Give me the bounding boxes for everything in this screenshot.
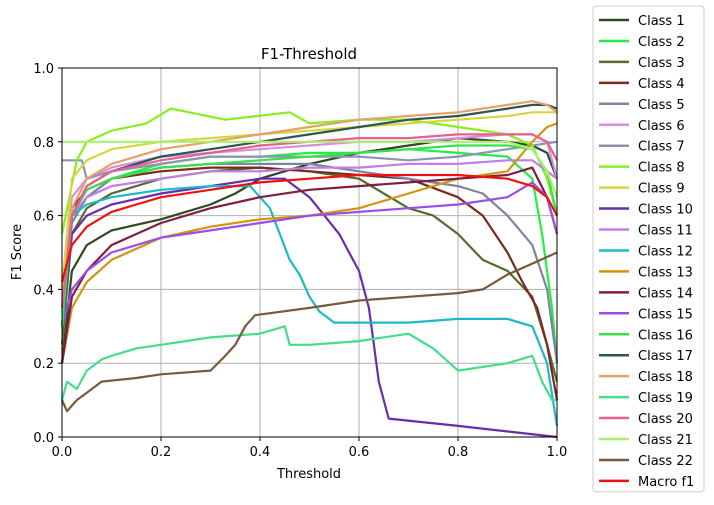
series-line-13 — [60, 122, 558, 364]
legend-label: Class 16 — [638, 328, 693, 343]
y-tick-label: 0.4 — [33, 283, 54, 298]
x-tick-label: 1.0 — [547, 445, 568, 460]
legend-label: Class 10 — [638, 203, 693, 218]
legend-label: Class 7 — [638, 140, 685, 155]
series-line-9 — [60, 111, 557, 290]
series-line-14 — [60, 166, 559, 364]
x-axis-title: Threshold — [276, 467, 341, 482]
x-tick-label: 0.2 — [151, 445, 172, 460]
y-tick-label: 0.0 — [33, 431, 54, 446]
legend-box — [592, 5, 705, 493]
legend-label: Class 2 — [638, 35, 685, 50]
x-tick-label: 0.6 — [349, 445, 370, 460]
series-line-19 — [60, 325, 557, 402]
series-line-21 — [62, 140, 559, 198]
y-tick-label: 0.6 — [33, 210, 54, 225]
series-lines — [60, 100, 559, 439]
series-line-12 — [60, 185, 559, 427]
legend-label: Class 22 — [638, 454, 693, 469]
series-line-22 — [60, 251, 558, 413]
series-line-11 — [60, 159, 558, 309]
series-line-1 — [60, 137, 559, 364]
legend-label: Class 5 — [638, 98, 685, 113]
chart-title: F1-Threshold — [261, 45, 357, 63]
x-tick-label: 0.8 — [448, 445, 469, 460]
y-tick-label: 0.2 — [33, 357, 54, 372]
y-tick-label: 1.0 — [33, 62, 54, 77]
x-tick-label: 0.4 — [250, 445, 271, 460]
series-line-18 — [60, 100, 558, 309]
legend-label: Class 1 — [638, 14, 685, 29]
plot-frame — [61, 67, 558, 438]
series-line-4 — [60, 166, 559, 401]
y-tick-label: 0.8 — [33, 136, 54, 151]
series-line-20 — [60, 133, 558, 309]
legend-label: Class 17 — [638, 349, 693, 364]
legend-label: Class 6 — [638, 119, 685, 134]
series-line-16 — [60, 144, 559, 327]
legend-label: Class 13 — [638, 265, 693, 280]
series-line-10 — [60, 177, 558, 439]
legend-label: Class 9 — [638, 182, 685, 197]
legend-label: Class 3 — [638, 56, 685, 71]
legend-label: Class 21 — [638, 433, 693, 448]
y-axis-title: F1 Score — [10, 224, 25, 280]
legend-label: Class 19 — [638, 391, 693, 406]
legend-label: Class 11 — [638, 224, 693, 239]
legend: Class 1 Class 2 Class 3 Class 4 Class 5 Class… — [592, 5, 705, 493]
series-line-23 — [60, 173, 558, 283]
legend-label: Class 15 — [638, 307, 693, 322]
legend-label: Class 14 — [638, 286, 693, 301]
x-tick-label: 0.0 — [52, 445, 73, 460]
legend-label: Macro f1 — [638, 475, 694, 490]
series-line-8 — [60, 107, 559, 235]
axis-ticks: 0.0 0.2 0.4 0.6 0.8 1.0 0.0 0.2 0.4 0.6 0.8 1.0 — [33, 62, 567, 460]
legend-label: Class 18 — [638, 370, 693, 385]
legend-label: Class 8 — [638, 161, 685, 176]
series-line-15 — [60, 181, 559, 327]
legend-label: Class 4 — [638, 77, 685, 92]
legend-label: Class 12 — [638, 244, 693, 259]
legend-label: Class 20 — [638, 412, 693, 427]
